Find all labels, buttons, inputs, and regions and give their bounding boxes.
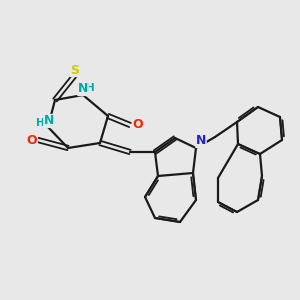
Text: N: N xyxy=(44,115,54,128)
Text: O: O xyxy=(27,134,37,146)
Text: S: S xyxy=(70,64,80,76)
Text: H: H xyxy=(36,118,44,128)
Text: H: H xyxy=(85,83,94,93)
Text: N: N xyxy=(78,82,88,95)
Text: N: N xyxy=(196,134,206,148)
Text: O: O xyxy=(133,118,143,131)
